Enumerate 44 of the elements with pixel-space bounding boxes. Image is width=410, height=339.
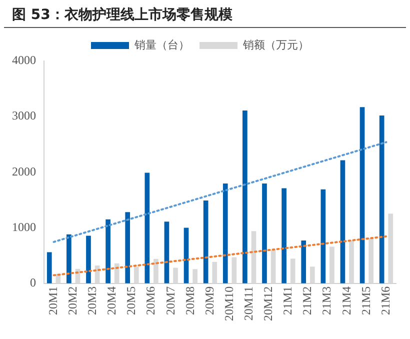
x-tick-label: 20M6	[144, 286, 158, 315]
bar	[262, 184, 267, 284]
bar	[320, 189, 326, 284]
bar	[203, 200, 208, 284]
bar	[164, 222, 170, 284]
x-tick-label: 21M5	[358, 286, 373, 315]
x-tick-label: 20M3	[85, 286, 100, 315]
x-tick-label: 21M3	[320, 286, 334, 315]
bar	[242, 110, 248, 284]
x-tick-label: 20M10	[222, 286, 236, 321]
x-tick-label: 20M4	[104, 286, 119, 315]
bar	[360, 107, 365, 284]
bar	[282, 188, 286, 284]
x-tick-label: 20M7	[163, 286, 178, 315]
x-tick-label: 20M2	[65, 286, 80, 315]
x-tick-label: 20M1	[46, 286, 60, 315]
legend-label: 销额（万元）	[242, 38, 309, 52]
x-tick-label: 21M4	[339, 286, 354, 315]
bar	[184, 228, 189, 284]
y-tick-label: 3000	[12, 108, 36, 123]
x-tick-label: 21M2	[300, 286, 314, 315]
bar	[340, 160, 346, 284]
x-tick-label: 20M9	[202, 286, 216, 315]
bar	[46, 252, 52, 284]
y-tick-label: 0	[30, 275, 36, 290]
x-tick-label: 20M11	[241, 286, 256, 321]
bar	[144, 172, 150, 284]
x-tick-label: 20M5	[124, 286, 138, 315]
x-tick-label: 20M8	[182, 286, 197, 315]
x-tick-label: 21M1	[280, 286, 295, 315]
bar	[125, 212, 130, 284]
bar	[106, 219, 110, 284]
bar	[379, 115, 384, 284]
bar	[222, 184, 228, 284]
legend-label: 销量（台）	[134, 38, 190, 52]
chart-title: 图 53：衣物护理线上市场零售规模	[4, 0, 406, 28]
bar	[86, 236, 91, 284]
y-tick-label: 2000	[12, 164, 36, 178]
x-tick-label: 20M12	[261, 286, 276, 321]
y-tick-label: 1000	[12, 220, 36, 234]
y-tick-label: 4000	[12, 53, 36, 68]
x-tick-label: 21M6	[378, 286, 392, 315]
bar	[301, 240, 306, 284]
bar	[66, 234, 72, 284]
